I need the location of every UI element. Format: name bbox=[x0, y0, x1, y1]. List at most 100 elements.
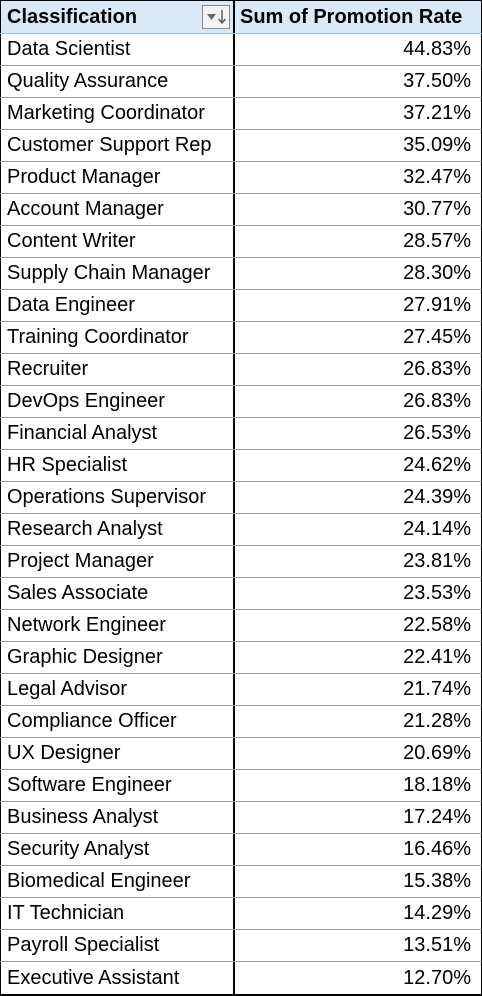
classification-cell[interactable]: Network Engineer bbox=[0, 610, 235, 641]
classification-cell[interactable]: Operations Supervisor bbox=[0, 482, 235, 513]
promotion-rate-cell[interactable]: 37.50% bbox=[235, 66, 482, 97]
promotion-rate-cell[interactable]: 28.57% bbox=[235, 226, 482, 257]
classification-header-cell[interactable]: Classification bbox=[0, 0, 235, 33]
classification-cell[interactable]: Quality Assurance bbox=[0, 66, 235, 97]
classification-cell[interactable]: Data Engineer bbox=[0, 290, 235, 321]
table-row[interactable]: Business Analyst 17.24% bbox=[0, 802, 482, 834]
pivot-header-row: Classification Sum of Promotion Rate bbox=[0, 0, 482, 34]
classification-cell[interactable]: Financial Analyst bbox=[0, 418, 235, 449]
dropdown-arrow-icon bbox=[206, 14, 216, 20]
table-row[interactable]: Account Manager 30.77% bbox=[0, 194, 482, 226]
table-row[interactable]: Research Analyst 24.14% bbox=[0, 514, 482, 546]
promotion-rate-cell[interactable]: 20.69% bbox=[235, 738, 482, 769]
table-row[interactable]: UX Designer 20.69% bbox=[0, 738, 482, 770]
promotion-rate-cell[interactable]: 17.24% bbox=[235, 802, 482, 833]
promotion-rate-cell[interactable]: 16.46% bbox=[235, 834, 482, 865]
promotion-rate-cell[interactable]: 27.91% bbox=[235, 290, 482, 321]
pivot-body: Data Scientist 44.83% Quality Assurance 37.… bbox=[0, 34, 482, 996]
promotion-rate-cell[interactable]: 37.21% bbox=[235, 98, 482, 129]
table-row[interactable]: Graphic Designer 22.41% bbox=[0, 642, 482, 674]
classification-cell[interactable]: Graphic Designer bbox=[0, 642, 235, 673]
classification-cell[interactable]: UX Designer bbox=[0, 738, 235, 769]
classification-cell[interactable]: Payroll Specialist bbox=[0, 930, 235, 961]
table-row[interactable]: Quality Assurance 37.50% bbox=[0, 66, 482, 98]
classification-cell[interactable]: Account Manager bbox=[0, 194, 235, 225]
table-row[interactable]: DevOps Engineer 26.83% bbox=[0, 386, 482, 418]
classification-cell[interactable]: Sales Associate bbox=[0, 578, 235, 609]
promotion-rate-cell[interactable]: 26.83% bbox=[235, 386, 482, 417]
classification-cell[interactable]: IT Technician bbox=[0, 898, 235, 929]
promotion-rate-cell[interactable]: 28.30% bbox=[235, 258, 482, 289]
promotion-rate-cell[interactable]: 21.28% bbox=[235, 706, 482, 737]
promotion-rate-cell[interactable]: 24.14% bbox=[235, 514, 482, 545]
table-row[interactable]: Compliance Officer 21.28% bbox=[0, 706, 482, 738]
table-row[interactable]: Product Manager 32.47% bbox=[0, 162, 482, 194]
classification-cell[interactable]: Data Scientist bbox=[0, 34, 235, 65]
table-row[interactable]: Legal Advisor 21.74% bbox=[0, 674, 482, 706]
promotion-rate-cell[interactable]: 26.83% bbox=[235, 354, 482, 385]
classification-cell[interactable]: Recruiter bbox=[0, 354, 235, 385]
table-row[interactable]: Network Engineer 22.58% bbox=[0, 610, 482, 642]
promotion-rate-cell[interactable]: 23.81% bbox=[235, 546, 482, 577]
classification-cell[interactable]: Software Engineer bbox=[0, 770, 235, 801]
promotion-rate-cell[interactable]: 24.39% bbox=[235, 482, 482, 513]
promotion-rate-cell[interactable]: 26.53% bbox=[235, 418, 482, 449]
promotion-rate-cell[interactable]: 18.18% bbox=[235, 770, 482, 801]
classification-cell[interactable]: Content Writer bbox=[0, 226, 235, 257]
classification-cell[interactable]: Compliance Officer bbox=[0, 706, 235, 737]
table-row[interactable]: Security Analyst 16.46% bbox=[0, 834, 482, 866]
promotion-rate-cell[interactable]: 13.51% bbox=[235, 930, 482, 961]
table-row[interactable]: Operations Supervisor 24.39% bbox=[0, 482, 482, 514]
promotion-rate-cell[interactable]: 32.47% bbox=[235, 162, 482, 193]
table-row[interactable]: Biomedical Engineer 15.38% bbox=[0, 866, 482, 898]
promotion-rate-cell[interactable]: 12.70% bbox=[235, 962, 482, 994]
promotion-rate-cell[interactable]: 21.74% bbox=[235, 674, 482, 705]
classification-cell[interactable]: Research Analyst bbox=[0, 514, 235, 545]
promotion-rate-header-label: Sum of Promotion Rate bbox=[240, 5, 463, 28]
classification-cell[interactable]: Security Analyst bbox=[0, 834, 235, 865]
table-row[interactable]: HR Specialist 24.62% bbox=[0, 450, 482, 482]
table-row[interactable]: Content Writer 28.57% bbox=[0, 226, 482, 258]
promotion-rate-cell[interactable]: 15.38% bbox=[235, 866, 482, 897]
table-row[interactable]: Executive Assistant 12.70% bbox=[0, 962, 482, 996]
promotion-rate-cell[interactable]: 23.53% bbox=[235, 578, 482, 609]
promotion-rate-header-cell[interactable]: Sum of Promotion Rate bbox=[235, 0, 482, 33]
table-row[interactable]: Data Engineer 27.91% bbox=[0, 290, 482, 322]
classification-cell[interactable]: HR Specialist bbox=[0, 450, 235, 481]
table-row[interactable]: Payroll Specialist 13.51% bbox=[0, 930, 482, 962]
classification-cell[interactable]: Marketing Coordinator bbox=[0, 98, 235, 129]
promotion-rate-cell[interactable]: 22.41% bbox=[235, 642, 482, 673]
classification-cell[interactable]: DevOps Engineer bbox=[0, 386, 235, 417]
sort-filter-button[interactable] bbox=[202, 5, 230, 29]
table-row[interactable]: Financial Analyst 26.53% bbox=[0, 418, 482, 450]
classification-cell[interactable]: Business Analyst bbox=[0, 802, 235, 833]
classification-header-label: Classification bbox=[7, 5, 138, 28]
promotion-rate-cell[interactable]: 30.77% bbox=[235, 194, 482, 225]
promotion-rate-cell[interactable]: 22.58% bbox=[235, 610, 482, 641]
table-row[interactable]: Software Engineer 18.18% bbox=[0, 770, 482, 802]
table-row[interactable]: Data Scientist 44.83% bbox=[0, 34, 482, 66]
sort-descending-icon bbox=[217, 10, 226, 24]
promotion-rate-cell[interactable]: 27.45% bbox=[235, 322, 482, 353]
classification-cell[interactable]: Executive Assistant bbox=[0, 962, 235, 994]
classification-cell[interactable]: Project Manager bbox=[0, 546, 235, 577]
table-row[interactable]: Marketing Coordinator 37.21% bbox=[0, 98, 482, 130]
table-row[interactable]: Recruiter 26.83% bbox=[0, 354, 482, 386]
table-row[interactable]: Sales Associate 23.53% bbox=[0, 578, 482, 610]
table-row[interactable]: Supply Chain Manager 28.30% bbox=[0, 258, 482, 290]
classification-cell[interactable]: Product Manager bbox=[0, 162, 235, 193]
table-row[interactable]: Training Coordinator 27.45% bbox=[0, 322, 482, 354]
table-row[interactable]: IT Technician 14.29% bbox=[0, 898, 482, 930]
promotion-rate-cell[interactable]: 35.09% bbox=[235, 130, 482, 161]
promotion-rate-cell[interactable]: 44.83% bbox=[235, 34, 482, 65]
promotion-rate-cell[interactable]: 14.29% bbox=[235, 898, 482, 929]
classification-cell[interactable]: Legal Advisor bbox=[0, 674, 235, 705]
classification-cell[interactable]: Supply Chain Manager bbox=[0, 258, 235, 289]
table-row[interactable]: Customer Support Rep 35.09% bbox=[0, 130, 482, 162]
classification-cell[interactable]: Training Coordinator bbox=[0, 322, 235, 353]
promotion-rate-cell[interactable]: 24.62% bbox=[235, 450, 482, 481]
classification-cell[interactable]: Biomedical Engineer bbox=[0, 866, 235, 897]
classification-cell[interactable]: Customer Support Rep bbox=[0, 130, 235, 161]
table-row[interactable]: Project Manager 23.81% bbox=[0, 546, 482, 578]
